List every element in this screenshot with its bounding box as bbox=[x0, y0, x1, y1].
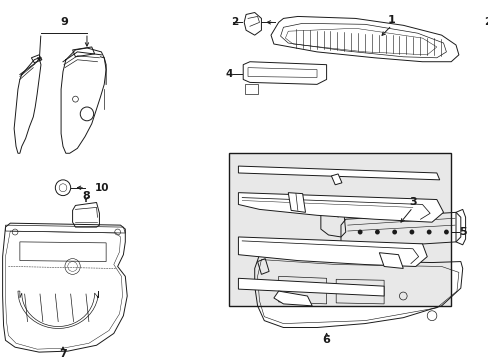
Text: 2: 2 bbox=[483, 17, 488, 27]
Text: 6: 6 bbox=[322, 335, 330, 345]
Circle shape bbox=[443, 230, 448, 234]
Text: 3: 3 bbox=[408, 198, 416, 207]
Text: 7: 7 bbox=[59, 349, 67, 359]
Polygon shape bbox=[238, 193, 443, 222]
Text: 10: 10 bbox=[95, 183, 109, 193]
Polygon shape bbox=[238, 166, 439, 180]
Circle shape bbox=[374, 230, 379, 234]
Polygon shape bbox=[273, 291, 312, 306]
Polygon shape bbox=[238, 278, 384, 296]
Polygon shape bbox=[287, 193, 305, 212]
Text: 8: 8 bbox=[82, 190, 90, 201]
Circle shape bbox=[426, 230, 431, 234]
Text: 4: 4 bbox=[225, 68, 232, 78]
FancyBboxPatch shape bbox=[228, 153, 450, 306]
Circle shape bbox=[408, 230, 413, 234]
Text: 5: 5 bbox=[458, 227, 466, 237]
Polygon shape bbox=[238, 237, 427, 266]
Text: 9: 9 bbox=[60, 17, 68, 27]
Circle shape bbox=[357, 230, 362, 234]
Circle shape bbox=[391, 230, 396, 234]
Text: 2: 2 bbox=[231, 17, 238, 27]
Polygon shape bbox=[331, 174, 341, 185]
Polygon shape bbox=[379, 253, 403, 269]
Text: 1: 1 bbox=[387, 15, 395, 26]
